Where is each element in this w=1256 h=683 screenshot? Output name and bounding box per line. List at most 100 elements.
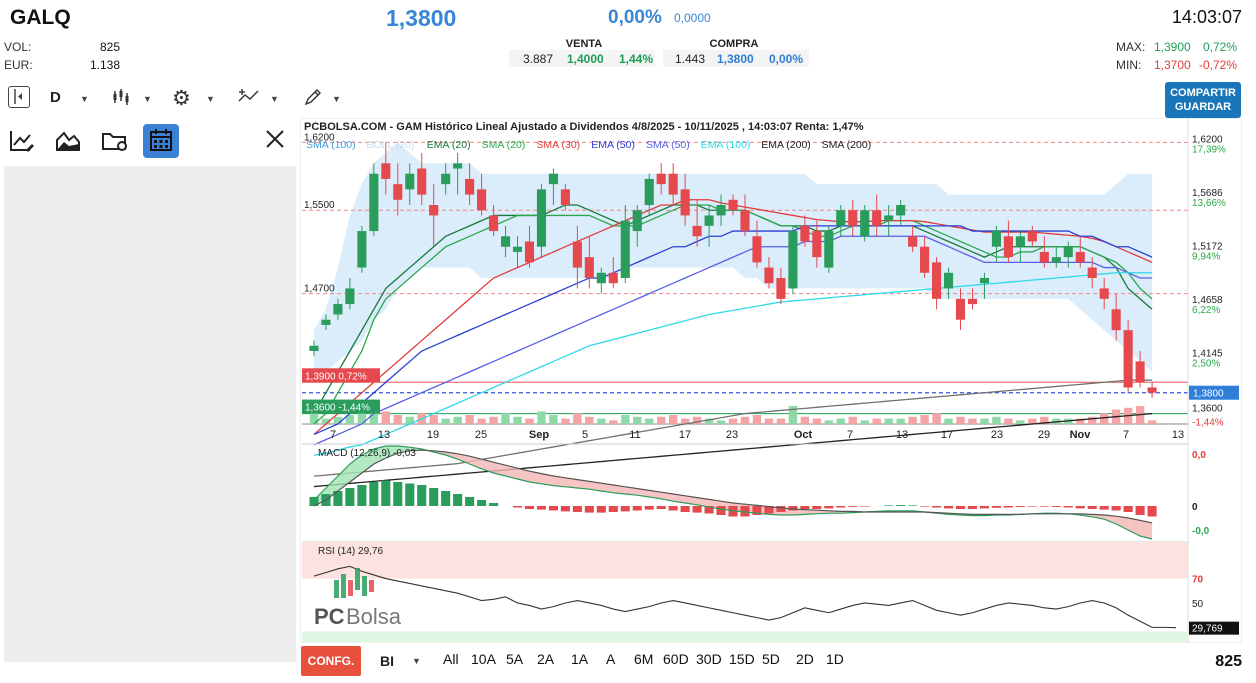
volume-bar xyxy=(345,415,355,424)
range-a[interactable]: A xyxy=(606,651,616,667)
pct-axis-label: 9,94% xyxy=(1192,252,1220,263)
chevron-down-icon[interactable]: ▼ xyxy=(332,94,341,104)
area-chart-icon[interactable] xyxy=(54,128,82,159)
period-selector[interactable]: D xyxy=(50,89,61,106)
change-absolute: 0,0000 xyxy=(674,11,711,25)
range-15d[interactable]: 15D xyxy=(729,651,755,667)
volume-bar xyxy=(908,416,917,424)
chevron-down-icon[interactable]: ▼ xyxy=(143,94,152,104)
macd-hist-bar xyxy=(716,506,726,515)
volume-bar xyxy=(489,416,498,424)
volume-bar xyxy=(381,411,391,424)
candle xyxy=(572,241,582,268)
volume-bar xyxy=(309,413,319,424)
macd-fill xyxy=(625,486,638,496)
macd-hist-bar xyxy=(1027,506,1037,507)
candle xyxy=(369,173,379,232)
range-30d[interactable]: 30D xyxy=(696,651,722,667)
calendar-button[interactable] xyxy=(143,124,179,158)
range-60d[interactable]: 60D xyxy=(663,651,689,667)
volume-bar xyxy=(537,411,546,424)
candle xyxy=(345,288,355,305)
legend-item: SMA (20) xyxy=(482,139,526,151)
macd-hist-bar xyxy=(596,506,606,513)
chart-area[interactable]: 1,3800 1,3900 0,72% 1,3600 -1,44% 29,769 PC… xyxy=(300,118,1242,643)
range-5a[interactable]: 5A xyxy=(506,651,524,667)
max-tag xyxy=(302,368,380,383)
volume-bar xyxy=(740,416,750,424)
venta-pct: 1,44% xyxy=(619,52,654,66)
macd-hist-bar xyxy=(979,506,990,509)
range-10a[interactable]: 10A xyxy=(471,651,496,667)
macd-hist-bar xyxy=(536,506,547,510)
legend-item: SMA (100) xyxy=(306,139,356,151)
chevron-down-icon[interactable]: ▼ xyxy=(412,656,421,666)
close-icon[interactable] xyxy=(264,128,286,155)
macd-hist-bar xyxy=(381,480,391,506)
macd-fill xyxy=(457,453,470,464)
candle xyxy=(417,168,427,195)
candle xyxy=(752,236,762,263)
min-tag-text: 1,3600 -1,44% xyxy=(305,403,370,414)
candle xyxy=(536,189,547,247)
macd-hist-bar xyxy=(920,506,930,507)
left-level-label: 1,4700 xyxy=(304,284,335,295)
x-axis-label: 19 xyxy=(427,429,439,441)
last-price: 1,3800 xyxy=(386,5,457,31)
candle xyxy=(848,210,858,226)
range-2d[interactable]: 2D xyxy=(796,651,814,667)
eur-value: 1.138 xyxy=(89,58,120,72)
range-1d[interactable]: 1D xyxy=(826,651,844,667)
range-2a[interactable]: 2A xyxy=(537,651,555,667)
macd-hist-bar xyxy=(1015,506,1025,507)
macd-hist-bar xyxy=(848,506,858,507)
volume-bar xyxy=(764,418,774,424)
share-save-button[interactable]: COMPARTIR GUARDAR xyxy=(1165,82,1241,118)
compra-pct: 0,00% xyxy=(769,52,804,66)
macd-fill xyxy=(1104,515,1117,524)
folder-settings-icon[interactable] xyxy=(100,128,130,159)
config-button[interactable]: CONFG. xyxy=(301,646,361,676)
chevron-down-icon[interactable]: ▼ xyxy=(206,94,215,104)
rsi-overbought-zone xyxy=(302,542,1188,579)
volume-bar xyxy=(609,420,618,424)
draw-pencil-icon[interactable] xyxy=(304,88,322,111)
macd-hist-bar xyxy=(584,506,594,513)
macd-hist-bar xyxy=(680,506,690,512)
range-all[interactable]: All xyxy=(443,651,459,667)
gear-icon[interactable]: ⚙ xyxy=(172,87,191,110)
chart-title: PCBOLSA.COM - GAM Histórico Lineal Ajust… xyxy=(304,121,864,133)
macd-hist-bar xyxy=(908,505,918,506)
macd-fill xyxy=(493,462,506,476)
macd-hist-bar xyxy=(943,506,954,509)
macd-hist-bar xyxy=(1003,506,1013,508)
range-5d[interactable]: 5D xyxy=(762,651,780,667)
candle xyxy=(1003,236,1013,258)
x-axis-label: 7 xyxy=(1123,429,1129,441)
chevron-down-icon[interactable]: ▼ xyxy=(80,94,89,104)
legend-item: SMA (30) xyxy=(536,139,580,151)
collapse-panel-button[interactable] xyxy=(8,86,30,108)
chevron-down-icon[interactable]: ▼ xyxy=(270,94,279,104)
macd-fill xyxy=(361,449,374,473)
range-6m[interactable]: 6M xyxy=(634,651,654,667)
range-1a[interactable]: 1A xyxy=(571,651,589,667)
mode-selector[interactable]: BI xyxy=(380,653,394,669)
compra-price: 1,3800 xyxy=(717,52,754,66)
chart-edit-icon[interactable] xyxy=(8,128,36,159)
change-percent: 0,00% xyxy=(608,7,662,28)
macd-hist-bar xyxy=(572,506,582,512)
macd-fill xyxy=(637,488,650,497)
indicators-icon[interactable] xyxy=(238,88,260,111)
macd-hist-bar xyxy=(991,506,1001,508)
macd-axis-bot: -0,0 xyxy=(1192,526,1210,537)
volume-bar xyxy=(836,418,845,424)
macd-fill xyxy=(804,509,817,515)
macd-label: MACD (12,26,9) -0,03 xyxy=(318,448,416,459)
candle xyxy=(381,163,391,179)
volume-bar xyxy=(1088,416,1097,424)
candles-icon[interactable] xyxy=(112,88,132,111)
macd-signal-line xyxy=(313,449,1153,524)
x-axis-label: 23 xyxy=(726,429,738,441)
x-axis-label: 25 xyxy=(475,429,487,441)
